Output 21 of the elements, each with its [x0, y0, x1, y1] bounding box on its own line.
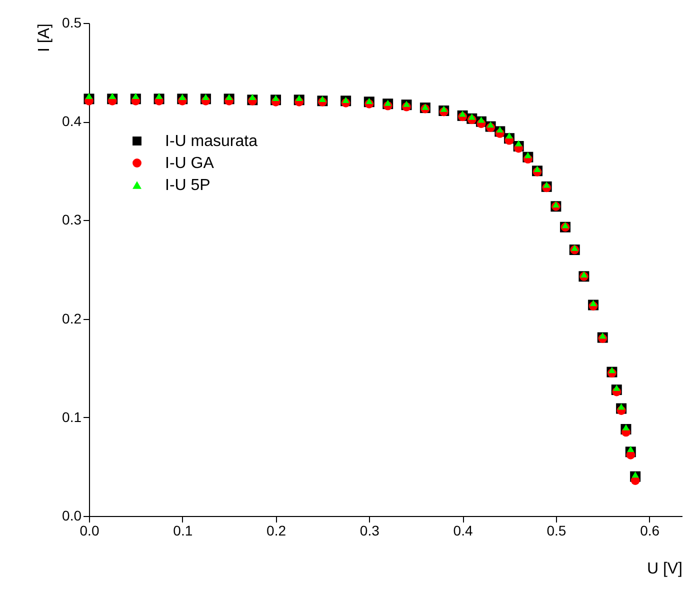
point: [85, 92, 93, 100]
y-tick-label: 0.5: [62, 14, 82, 30]
y-tick-label: 0.3: [62, 212, 82, 228]
x-tick-label: 0.0: [80, 522, 100, 538]
legend-label: I-U GA: [165, 155, 214, 172]
x-tick-label: 0.6: [640, 522, 660, 538]
y-tick-label: 0.1: [62, 408, 82, 425]
y-tick-label: 0.4: [62, 113, 82, 130]
x-tick-label: 0.1: [173, 522, 193, 538]
y-tick-label: 0.2: [62, 310, 82, 326]
legend-label: I-U masurata: [165, 133, 258, 150]
x-tick-label: 0.4: [453, 522, 473, 538]
x-tick-label: 0.5: [546, 522, 566, 538]
x-tick-label: 0.2: [266, 522, 286, 538]
y-axis-title: I [A]: [36, 24, 54, 52]
legend-label: I-U 5P: [165, 177, 210, 194]
y-tick-label: 0.0: [62, 508, 82, 524]
x-axis-title: U [V]: [646, 560, 682, 578]
x-tick-label: 0.3: [360, 522, 380, 538]
point: [622, 424, 630, 430]
point: [402, 100, 410, 107]
